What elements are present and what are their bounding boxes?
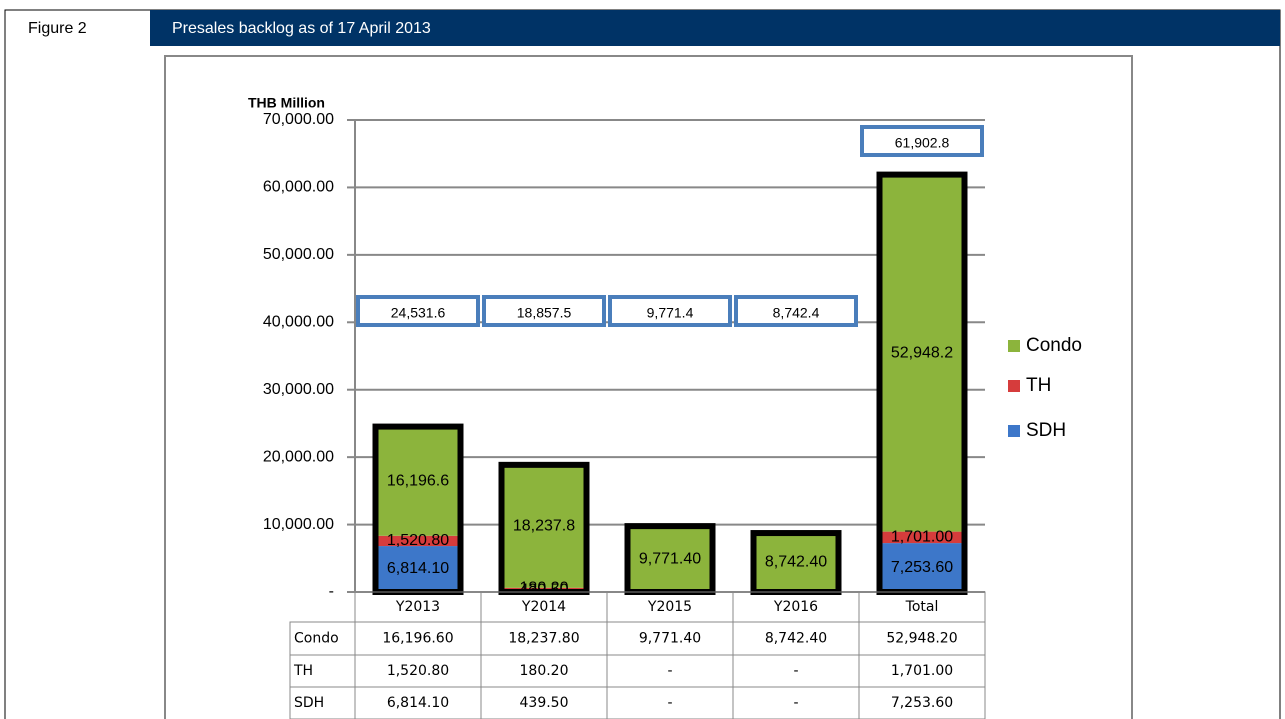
table-row-header: TH xyxy=(293,663,313,679)
table-cell: 1,701.00 xyxy=(891,663,953,679)
bar-segment xyxy=(627,526,713,592)
y-tick-label: 50,000.00 xyxy=(263,246,334,263)
table-cell: 52,948.20 xyxy=(886,631,957,647)
bar-value-label: 1,520.80 xyxy=(387,532,449,549)
total-label: 8,742.4 xyxy=(773,305,820,321)
bar-value-label: 7,253.60 xyxy=(891,559,953,576)
y-tick-label: 20,000.00 xyxy=(263,448,334,465)
bar-value-label: 1,701.00 xyxy=(891,529,953,546)
bar-segment xyxy=(879,174,965,532)
bar-segment xyxy=(375,426,461,536)
total-label: 9,771.4 xyxy=(647,305,694,321)
table-row-header: Condo xyxy=(294,631,339,647)
table-cell: 7,253.60 xyxy=(891,695,953,711)
bar-value-label: 16,196.6 xyxy=(387,472,449,489)
x-tick-label: Y2015 xyxy=(647,599,692,615)
table-cell: 1,520.80 xyxy=(387,663,449,679)
legend-swatch xyxy=(1008,340,1020,352)
legend-swatch xyxy=(1008,380,1020,392)
table-cell: 18,237.80 xyxy=(508,631,579,647)
y-tick-label: - xyxy=(329,583,334,600)
table-cell: - xyxy=(667,695,672,711)
data-table: Y2013 Y2014 Y2015 Y2016 Total Condo 16,196.60 1… xyxy=(289,591,986,719)
y-tick-label: 30,000.00 xyxy=(263,381,334,398)
bar-value-label: 180.20 xyxy=(520,580,569,597)
total-label: 61,902.8 xyxy=(895,135,950,151)
table-cell: - xyxy=(793,663,798,679)
legend-swatch xyxy=(1008,425,1020,437)
y-tick-label: 40,000.00 xyxy=(263,314,334,331)
table-cell: 439.50 xyxy=(520,695,569,711)
y-tick-label: 10,000.00 xyxy=(263,516,334,533)
table-cell: 9,771.40 xyxy=(639,631,701,647)
bar-segment xyxy=(879,531,965,544)
table-cell: 180.20 xyxy=(520,663,569,679)
y-tick-label: 70,000.00 xyxy=(263,111,334,128)
chart-frame xyxy=(164,55,1133,719)
total-label: 24,531.6 xyxy=(391,305,446,321)
bar-segment xyxy=(375,535,461,547)
x-tick-label: Total xyxy=(905,599,939,615)
total-box xyxy=(356,295,480,327)
bar-value-label: 18,237.8 xyxy=(513,518,575,535)
figure-label: Figure 2 xyxy=(28,20,87,37)
y-tick-label: 60,000.00 xyxy=(263,179,334,196)
total-label: 18,857.5 xyxy=(517,305,572,321)
table-cell: 16,196.60 xyxy=(382,631,453,647)
total-box xyxy=(482,295,606,327)
total-box xyxy=(734,295,858,327)
table-cell: - xyxy=(793,695,798,711)
x-tick-label: Y2014 xyxy=(521,599,566,615)
legend-label: Condo xyxy=(1026,335,1082,356)
y-axis-title: THB Million xyxy=(248,95,325,111)
bar-segment xyxy=(501,587,587,590)
bar-value-label: 439.50 xyxy=(520,582,569,599)
bar-value-label: 6,814.10 xyxy=(387,560,449,577)
bar-value-label: 52,948.2 xyxy=(891,344,953,361)
header-bar xyxy=(150,10,1280,46)
legend-label: SDH xyxy=(1026,420,1066,441)
table-row-header: SDH xyxy=(294,695,324,711)
bar-segment xyxy=(753,533,839,592)
table-cell: - xyxy=(667,663,672,679)
figure-title: Presales backlog as of 17 April 2013 xyxy=(172,20,431,37)
bar-value-label: 8,742.40 xyxy=(765,554,827,571)
table-cell: 6,814.10 xyxy=(387,695,449,711)
bar-segment xyxy=(375,546,461,592)
total-box xyxy=(860,125,984,157)
x-tick-label: Y2013 xyxy=(395,599,440,615)
legend-label: TH xyxy=(1026,375,1051,396)
x-tick-label: Y2016 xyxy=(773,599,818,615)
table-cell: 8,742.40 xyxy=(765,631,827,647)
bar-segment xyxy=(501,464,587,588)
total-box xyxy=(608,295,732,327)
bar-value-label: 9,771.40 xyxy=(639,550,701,567)
bar-segment xyxy=(879,543,965,592)
